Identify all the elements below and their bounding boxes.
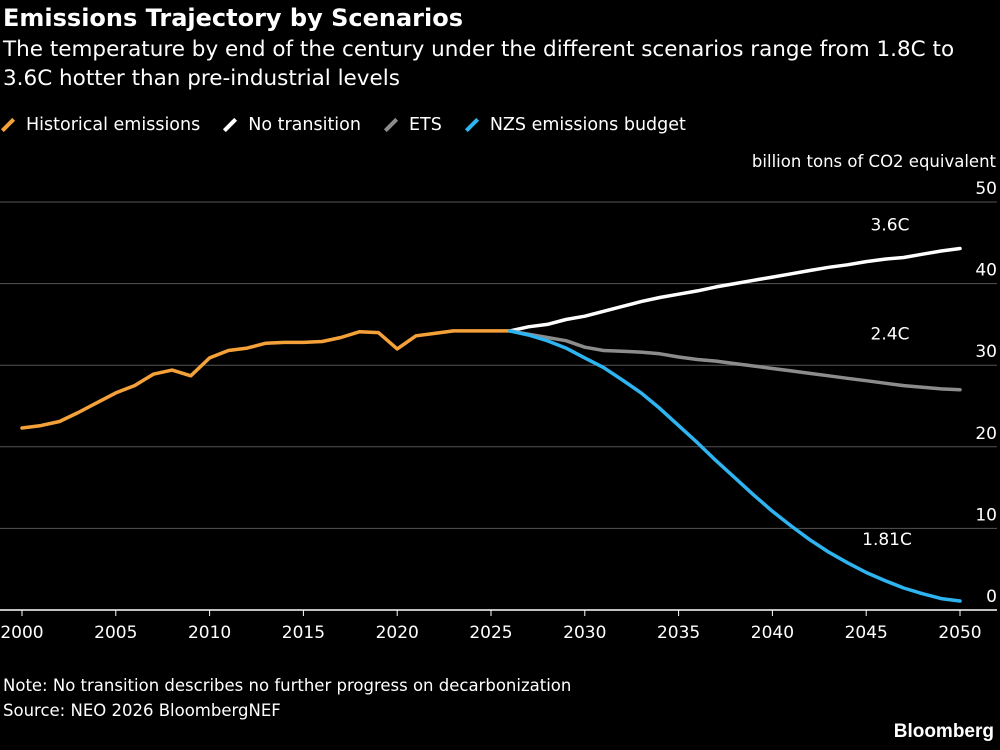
x-tick-label: 2045 — [845, 623, 888, 643]
x-tick-label: 2005 — [94, 623, 137, 643]
series-line — [20, 329, 512, 430]
y-tick-label: 0 — [986, 587, 997, 607]
x-tick-label: 2035 — [657, 623, 700, 643]
legend-label: ETS — [408, 115, 442, 135]
y-tick-label: 50 — [975, 179, 997, 199]
series-end-label: 3.6C — [871, 216, 910, 236]
y-tick-label: 10 — [975, 505, 997, 525]
chart-title: Emissions Trajectory by Scenarios — [3, 4, 464, 32]
y-tick-label: 30 — [975, 342, 997, 362]
x-tick-label: 2015 — [282, 623, 325, 643]
series-end-label: 2.4C — [871, 325, 910, 345]
x-tick-label: 2050 — [938, 623, 981, 643]
y-tick-label: 20 — [975, 424, 997, 444]
bloomberg-logo: Bloomberg — [893, 721, 994, 742]
chart-source: Source: NEO 2026 BloombergNEF — [3, 701, 281, 720]
legend: Historical emissions No transition ETS NZS … — [0, 112, 708, 138]
x-tick-label: 2020 — [376, 623, 419, 643]
chart-subtitle: The temperature by end of the century un… — [3, 37, 955, 91]
legend-swatch — [0, 117, 16, 133]
x-tick-label: 2025 — [469, 623, 512, 643]
legend-item: ETS — [383, 115, 442, 135]
legend-item: NZS emissions budget — [464, 115, 686, 135]
x-tick-label: 2000 — [0, 623, 43, 643]
x-tick-label: 2030 — [563, 623, 606, 643]
legend-swatch — [223, 117, 238, 133]
series-end-label: 1.81C — [862, 530, 912, 550]
y-tick-label: 40 — [975, 261, 997, 281]
series-line — [508, 329, 962, 392]
legend-item: No transition — [222, 115, 361, 135]
y-axis-label: billion tons of CO2 equivalent — [752, 152, 997, 171]
x-tick-label: 2010 — [188, 623, 231, 643]
chart-note: Note: No transition describes no further… — [3, 676, 572, 695]
series-line — [508, 329, 962, 603]
legend-swatch — [464, 117, 479, 133]
series-line — [508, 246, 962, 333]
legend-label: Historical emissions — [26, 115, 201, 135]
legend-label: NZS emissions budget — [489, 115, 686, 135]
legend-swatch — [383, 117, 399, 133]
legend-label: No transition — [248, 115, 361, 135]
x-tick-label: 2040 — [751, 623, 794, 643]
legend-item: Historical emissions — [0, 115, 200, 135]
